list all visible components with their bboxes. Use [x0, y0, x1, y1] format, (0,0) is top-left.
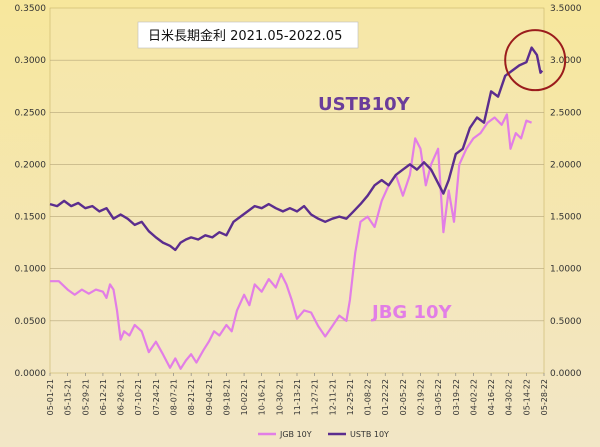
left-tick-label: 0.0000 [15, 369, 47, 379]
x-tick-label: 05-28-22 [540, 379, 549, 415]
annotation-jbg10y: JBG 10Y [370, 302, 453, 323]
right-tick-label: 0.5000 [550, 317, 582, 327]
x-tick-label: 07-24-21 [152, 379, 161, 415]
x-tick-label: 08-21-21 [187, 379, 196, 415]
x-tick-label: 05-29-21 [81, 379, 90, 415]
x-tick-label: 04-30-22 [505, 379, 514, 415]
x-tick-label: 02-19-22 [417, 379, 426, 415]
left-axis: 0.0000 0.0500 0.1000 0.1500 0.2000 0.2500 0.30… [15, 4, 47, 379]
x-tick-label: 11-27-21 [311, 379, 320, 415]
left-tick-label: 0.1000 [15, 265, 47, 275]
right-tick-label: 2.5000 [550, 108, 582, 118]
series-line-ustb-10y [49, 46, 544, 252]
highlight-circle [504, 29, 567, 92]
left-tick-label: 0.0500 [15, 317, 47, 327]
series-lines [49, 46, 544, 370]
series-line-jgb-10y [50, 113, 533, 370]
x-tick-label: 01-22-22 [381, 379, 390, 415]
left-tick-label: 0.3500 [15, 4, 47, 14]
left-tick-label: 0.1500 [15, 213, 47, 223]
x-tick-label: 05-15-21 [64, 379, 73, 415]
x-tick-label: 12-25-21 [346, 379, 355, 415]
x-tick-label: 11-13-21 [293, 379, 302, 415]
x-tick-label: 10-30-21 [275, 379, 284, 415]
chart-title: 日米長期金利 2021.05-2022.05 [148, 28, 342, 44]
x-tick-label: 10-16-21 [258, 379, 267, 415]
right-tick-label: 0.0000 [550, 369, 582, 379]
x-tick-label: 06-26-21 [117, 379, 126, 415]
x-tick-label: 06-12-21 [99, 379, 108, 415]
x-tick-label: 09-18-21 [222, 379, 231, 415]
legend-label-ustb: USTB 10Y [350, 430, 389, 439]
x-tick-label: 12-11-21 [328, 379, 337, 415]
x-tick-label: 05-14-22 [522, 379, 531, 415]
right-tick-label: 2.0000 [550, 160, 582, 170]
left-tick-label: 0.2000 [15, 160, 47, 170]
annotation-ustb10y: USTB10Y [318, 94, 411, 115]
x-tick-label: 03-05-22 [434, 379, 443, 415]
legend-label-jgb: JGB 10Y [279, 430, 312, 439]
grid-lines [50, 59, 544, 322]
right-tick-label: 3.5000 [550, 4, 582, 14]
left-tick-label: 0.3000 [15, 56, 47, 66]
right-tick-label: 1.5000 [550, 213, 582, 223]
title-box [137, 21, 359, 49]
x-tick-label: 09-04-21 [205, 379, 214, 415]
x-tick-label: 04-02-22 [469, 379, 478, 415]
x-tick-label: 07-10-21 [134, 379, 143, 415]
x-tick-label: 01-08-22 [364, 379, 373, 415]
plot-area [49, 7, 545, 374]
x-tick-label: 04-16-22 [487, 379, 496, 415]
x-tick-label: 08-07-21 [170, 379, 179, 415]
legend: JGB 10Y USTB 10Y [258, 430, 389, 439]
left-tick-label: 0.2500 [15, 108, 47, 118]
x-tick-label: 03-19-22 [452, 379, 461, 415]
x-tick-label: 02-05-22 [399, 379, 408, 415]
x-axis: 05-01-21 05-15-21 05-29-21 06-12-21 06-26-21… [46, 373, 549, 415]
right-tick-label: 1.0000 [550, 265, 582, 275]
x-tick-label: 05-01-21 [46, 379, 55, 415]
x-tick-label: 10-02-21 [240, 379, 249, 415]
